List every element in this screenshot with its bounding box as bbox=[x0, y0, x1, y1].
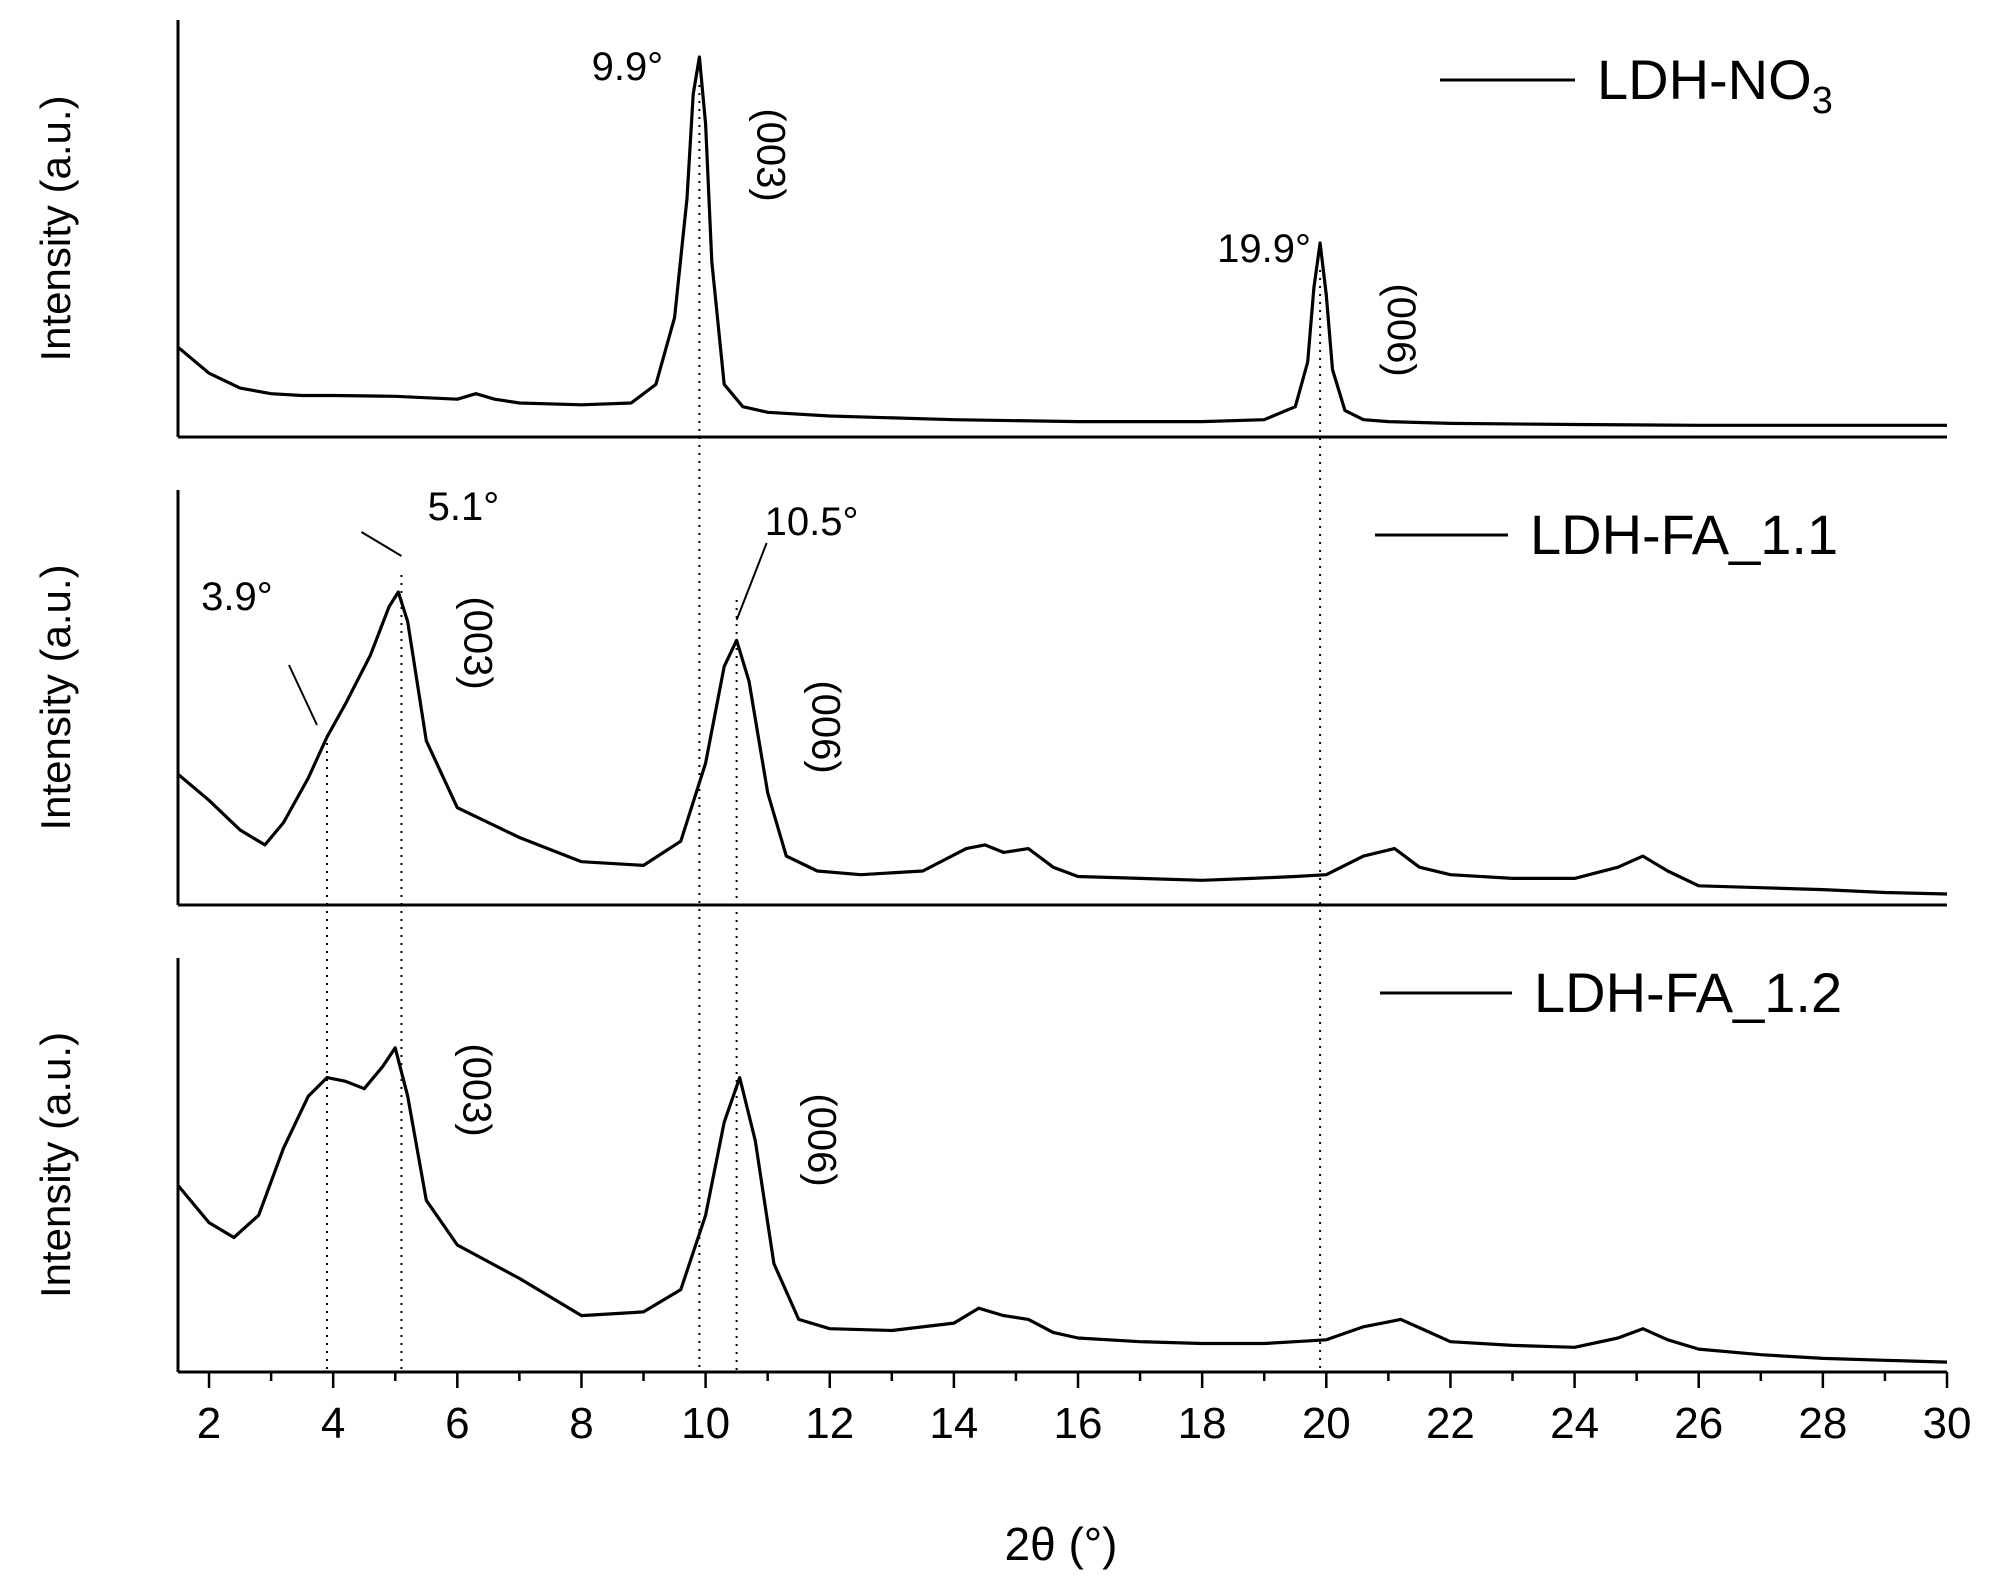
x-axis-label: 2θ (°) bbox=[1005, 1518, 1118, 1570]
x-tick-label: 10 bbox=[681, 1399, 730, 1448]
panel-1: Intensity (a.u.) LDH-NO3 9.9° 19.9° (003) (00… bbox=[32, 20, 1947, 439]
hkl-label: (003) bbox=[454, 1043, 498, 1136]
legend-label: LDH-FA_1.1 bbox=[1530, 503, 1838, 566]
series-line-1 bbox=[176, 55, 1947, 427]
x-tick-label: 18 bbox=[1178, 1399, 1227, 1448]
series-line-2 bbox=[176, 590, 1948, 896]
x-axis: 2 4 6 8 10 12 14 16 18 20 22 24 26 28 30 bbox=[197, 1372, 1972, 1448]
peak-annotation: 10.5° bbox=[765, 500, 859, 544]
annotation-leader bbox=[288, 664, 318, 726]
y-axis-label: Intensity (a.u.) bbox=[32, 564, 79, 830]
annotation-leader bbox=[735, 542, 768, 621]
peak-annotation: 9.9° bbox=[592, 45, 664, 89]
annotation-leader bbox=[360, 531, 402, 557]
x-tick-label: 26 bbox=[1674, 1399, 1723, 1448]
x-tick-label: 28 bbox=[1798, 1399, 1847, 1448]
x-tick-label: 8 bbox=[569, 1399, 593, 1448]
x-tick-label: 4 bbox=[321, 1399, 345, 1448]
peak-annotation: 19.9° bbox=[1217, 227, 1311, 271]
panel-2: Intensity (a.u.) LDH-FA_1.1 3.9° 5.1° 10.5° (… bbox=[32, 485, 1948, 907]
legend-label: LDH-NO3 bbox=[1597, 48, 1833, 122]
x-tick-label: 30 bbox=[1923, 1399, 1972, 1448]
series-line-3 bbox=[176, 1046, 1948, 1364]
x-tick-label: 2 bbox=[197, 1399, 221, 1448]
hkl-label: (006) bbox=[800, 1093, 844, 1186]
legend-label: LDH-FA_1.2 bbox=[1534, 961, 1842, 1024]
x-tick-label: 22 bbox=[1426, 1399, 1475, 1448]
y-axis-label: Intensity (a.u.) bbox=[32, 1032, 79, 1298]
x-tick-label: 14 bbox=[929, 1399, 978, 1448]
x-tick-label: 24 bbox=[1550, 1399, 1599, 1448]
x-tick-label: 12 bbox=[805, 1399, 854, 1448]
hkl-label: (003) bbox=[455, 596, 499, 689]
panels: Intensity (a.u.) LDH-NO3 9.9° 19.9° (003) (00… bbox=[32, 20, 1948, 1374]
panel-3: Intensity (a.u.) LDH-FA_1.2 (003) (006) bbox=[32, 958, 1948, 1374]
y-axis-label: Intensity (a.u.) bbox=[32, 95, 79, 361]
x-tick-label: 20 bbox=[1302, 1399, 1351, 1448]
dotted-guide-lines bbox=[325, 85, 1322, 1372]
x-tick-label: 6 bbox=[445, 1399, 469, 1448]
legend-subscript: 3 bbox=[1812, 80, 1833, 122]
hkl-label: (006) bbox=[1379, 283, 1423, 376]
hkl-label: (003) bbox=[748, 108, 792, 201]
peak-annotation: 5.1° bbox=[428, 485, 500, 529]
peak-annotation: 3.9° bbox=[201, 575, 273, 619]
hkl-label: (006) bbox=[804, 680, 848, 773]
x-tick-label: 16 bbox=[1054, 1399, 1103, 1448]
